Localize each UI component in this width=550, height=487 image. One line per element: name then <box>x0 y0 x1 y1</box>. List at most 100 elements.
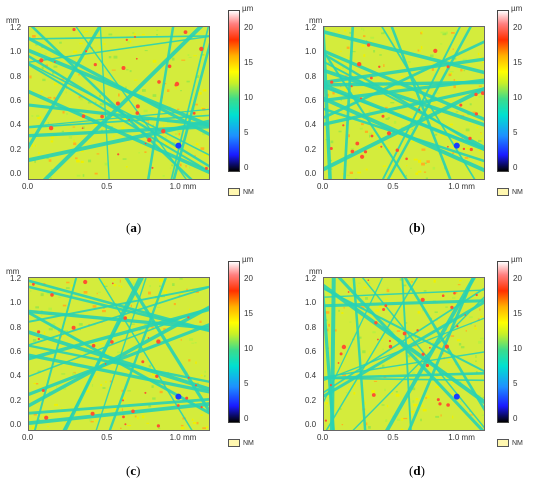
surface-speckle <box>478 85 482 87</box>
surface-speckle <box>463 69 466 72</box>
peak-spot <box>85 50 88 53</box>
surface-speckle <box>113 55 118 59</box>
colorbar-tick-label: 10 <box>244 93 253 102</box>
surface-speckle <box>204 375 206 378</box>
surface-speckle <box>347 134 350 138</box>
peak-spot <box>350 85 353 88</box>
peak-spot <box>388 344 393 349</box>
surface-speckle <box>435 415 440 418</box>
surface-speckle <box>338 130 342 133</box>
groove-line <box>29 35 209 40</box>
surface-speckle <box>53 65 58 68</box>
y-tick-label: 0.8 <box>305 71 317 81</box>
colorbar-tick-label: 20 <box>244 274 253 283</box>
groove-line <box>108 278 167 430</box>
surface-speckle <box>173 303 176 306</box>
surface-speckle <box>48 307 52 311</box>
peak-spot <box>433 48 438 53</box>
surface-speckle <box>156 306 161 308</box>
surface-speckle <box>148 291 151 295</box>
surface-speckle <box>440 43 443 45</box>
peak-spot <box>161 129 166 134</box>
groove-line <box>33 278 78 430</box>
surface-speckle <box>357 171 361 174</box>
surface-speckle <box>59 41 62 44</box>
surface-speckle <box>448 73 452 77</box>
surface-speckle <box>453 79 456 81</box>
peak-spot <box>469 147 473 152</box>
surface-speckle <box>379 339 383 341</box>
surface-speckle <box>113 284 117 287</box>
surface-speckle <box>180 90 182 92</box>
groove-line <box>324 60 484 148</box>
surface-speckle <box>375 309 380 312</box>
peak-spot <box>438 402 442 406</box>
surface-speckle <box>88 138 91 141</box>
surface-speckle <box>124 117 127 120</box>
groove-line <box>42 27 204 179</box>
surface-speckle <box>145 119 150 122</box>
peak-spot <box>474 92 478 97</box>
peak-spot <box>176 404 180 407</box>
surface-speckle <box>480 132 482 134</box>
groove-line <box>352 278 367 430</box>
surface-speckle <box>440 414 442 417</box>
peak-spot <box>480 91 484 95</box>
surface-speckle <box>178 294 181 296</box>
groove-line <box>324 27 332 179</box>
peak-spot <box>363 150 368 154</box>
surface-speckle <box>180 426 185 430</box>
surface-speckle <box>390 178 394 179</box>
surface-speckle <box>365 168 368 171</box>
surface-speckle <box>330 168 333 170</box>
surface-speckle <box>405 322 408 324</box>
surface-speckle <box>174 133 178 135</box>
peak-spot <box>147 137 152 143</box>
surface-speckle <box>415 172 419 175</box>
surface-speckle <box>407 61 411 63</box>
deep-pit <box>175 393 182 400</box>
peak-spot <box>444 344 449 349</box>
deep-pit <box>453 393 460 400</box>
surface-speckle <box>346 72 351 75</box>
surface-speckle <box>112 135 115 137</box>
groove-line <box>324 52 484 151</box>
surface-speckle <box>186 371 188 374</box>
surface-speckle <box>137 416 139 420</box>
surface-speckle <box>193 55 197 57</box>
surface-speckle <box>452 48 454 50</box>
surface-speckle <box>478 139 482 143</box>
surface-speckle <box>62 111 65 114</box>
surface-speckle <box>91 384 94 387</box>
surface-speckle <box>84 57 87 59</box>
nm-legend: NM <box>228 188 254 196</box>
surface-speckle <box>94 122 97 126</box>
x-tick-label: 0.0 <box>22 182 34 191</box>
surface-speckle <box>132 32 135 34</box>
peak-spot <box>382 308 386 311</box>
groove-line <box>29 285 209 333</box>
surface-speckle <box>458 343 462 346</box>
surface-speckle <box>37 370 41 373</box>
peak-spot <box>134 35 136 38</box>
y-tick-label: 1.0 <box>305 298 317 308</box>
surface-speckle <box>152 94 157 97</box>
peak-spot <box>54 61 56 63</box>
surface-speckle <box>478 340 482 344</box>
surface-speckle <box>37 116 42 120</box>
surface-speckle <box>386 289 390 293</box>
peak-spot <box>122 399 124 402</box>
surface-speckle <box>202 89 207 92</box>
surface-speckle <box>337 67 342 70</box>
surface-speckle <box>122 397 126 400</box>
surface-speckle <box>338 309 340 312</box>
colorbar-tick-label: 20 <box>513 23 522 32</box>
surface-speckle <box>330 140 334 144</box>
surface-speckle <box>52 71 55 75</box>
groove-line <box>324 300 484 398</box>
surface-speckle <box>360 306 365 309</box>
height-map <box>29 278 209 430</box>
surface-speckle <box>378 146 381 149</box>
surface-speckle <box>422 408 427 412</box>
height-map-plot <box>28 277 210 431</box>
